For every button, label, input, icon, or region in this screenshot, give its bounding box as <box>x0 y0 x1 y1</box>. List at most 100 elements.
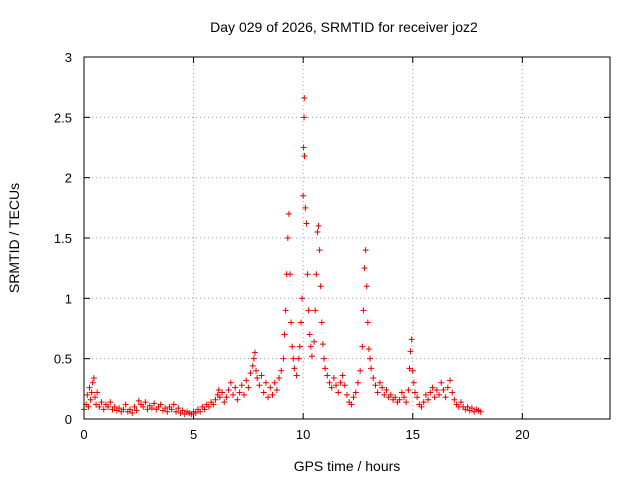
data-point <box>363 283 370 290</box>
data-point <box>405 387 412 394</box>
data-point <box>301 114 308 121</box>
y-tick-label: 3 <box>65 50 72 65</box>
data-points <box>81 95 484 418</box>
data-point <box>303 220 310 227</box>
data-point <box>431 394 438 401</box>
data-point <box>151 400 158 407</box>
data-point <box>381 391 388 398</box>
data-point <box>316 247 323 254</box>
data-point <box>304 271 311 278</box>
data-point <box>302 204 309 211</box>
data-point <box>105 403 112 410</box>
data-point <box>234 396 241 403</box>
data-point <box>253 367 260 374</box>
data-point <box>360 307 367 314</box>
data-point <box>326 379 333 386</box>
data-point <box>468 405 475 412</box>
data-point <box>335 389 342 396</box>
data-point <box>464 403 471 410</box>
data-point <box>129 409 136 416</box>
y-tick-label: 1 <box>65 291 72 306</box>
x-tick-label: 20 <box>515 427 529 442</box>
data-point <box>142 399 149 406</box>
chart-title: Day 029 of 2026, SRMTID for receiver joz… <box>210 19 478 35</box>
data-point <box>175 405 182 412</box>
data-point <box>135 397 142 404</box>
data-point <box>367 355 374 362</box>
data-point <box>240 391 247 398</box>
data-point <box>254 374 261 381</box>
data-point <box>457 399 464 406</box>
data-point <box>383 387 390 394</box>
data-point <box>410 379 417 386</box>
data-point <box>192 409 199 416</box>
data-point <box>372 382 379 389</box>
data-point <box>144 406 151 413</box>
data-point <box>315 222 322 229</box>
data-point <box>278 367 285 374</box>
data-point <box>318 319 325 326</box>
y-tick-label: 2 <box>65 171 72 186</box>
data-point <box>300 192 307 199</box>
data-point <box>438 379 445 386</box>
data-point <box>418 403 425 410</box>
data-point <box>86 384 93 391</box>
data-point <box>354 379 361 386</box>
data-point <box>308 353 315 360</box>
data-point <box>227 379 234 386</box>
x-tick-label: 0 <box>80 427 87 442</box>
data-point <box>84 391 91 398</box>
data-point <box>219 389 226 396</box>
data-point <box>396 396 403 403</box>
data-point <box>362 247 369 254</box>
data-point <box>341 382 348 389</box>
grid-lines <box>84 57 610 419</box>
data-point <box>267 384 274 391</box>
y-axis-title: SRMTID / TECUs <box>6 183 22 293</box>
data-point <box>477 408 484 415</box>
data-point <box>281 331 288 338</box>
data-point <box>131 403 138 410</box>
data-point <box>451 396 458 403</box>
data-point <box>440 387 447 394</box>
data-point <box>285 210 292 217</box>
data-point <box>94 389 101 396</box>
data-point <box>236 389 243 396</box>
data-point <box>403 399 410 406</box>
data-point <box>319 341 326 348</box>
y-tick-label: 2.5 <box>54 110 72 125</box>
data-point <box>223 394 230 401</box>
data-point <box>288 319 295 326</box>
data-point <box>179 407 186 414</box>
data-point <box>100 406 107 413</box>
data-point <box>273 387 280 394</box>
data-point <box>305 307 312 314</box>
data-point <box>287 271 294 278</box>
data-point <box>348 401 355 408</box>
data-point <box>93 401 100 408</box>
data-point <box>87 396 94 403</box>
data-point <box>370 374 377 381</box>
data-point <box>320 355 327 362</box>
y-tick-label: 0 <box>65 412 72 427</box>
x-axis-title: GPS time / hours <box>294 458 401 474</box>
data-point <box>408 336 415 343</box>
data-point <box>88 389 95 396</box>
data-point <box>307 343 314 350</box>
data-point <box>256 382 263 389</box>
data-point <box>433 387 440 394</box>
data-point <box>368 365 375 372</box>
data-point <box>170 401 177 408</box>
data-point <box>133 407 140 414</box>
data-point <box>293 372 300 379</box>
data-point <box>201 406 208 413</box>
data-point <box>411 389 418 396</box>
data-point <box>322 365 329 372</box>
data-point <box>409 367 416 374</box>
data-point <box>197 408 204 415</box>
x-tick-label: 10 <box>296 427 310 442</box>
data-point <box>324 372 331 379</box>
data-point <box>314 228 321 235</box>
data-point <box>157 401 164 408</box>
